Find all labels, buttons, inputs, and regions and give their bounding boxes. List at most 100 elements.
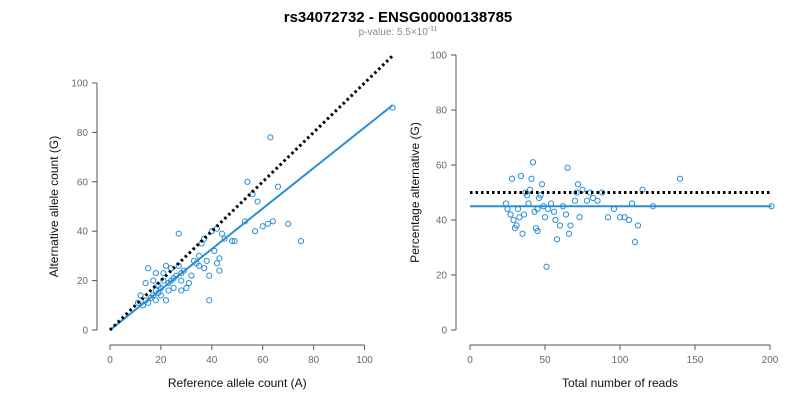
data-point (529, 159, 537, 166)
data-point (604, 214, 612, 221)
p-value-exponent: -11 (428, 26, 438, 33)
y-tick-label: 60 (436, 161, 448, 172)
data-point (556, 222, 564, 229)
data-point (513, 222, 520, 229)
data-point (254, 198, 261, 205)
data-point (508, 175, 516, 182)
data-point (150, 292, 157, 299)
data-point (150, 277, 157, 284)
fit-line (109, 104, 394, 331)
data-point (183, 284, 190, 292)
data-point (201, 235, 208, 242)
data-point (152, 270, 159, 277)
data-point (550, 208, 558, 215)
data-point (188, 272, 195, 279)
y-tick-label: 0 (441, 326, 447, 337)
y-tick-label: 80 (77, 128, 89, 139)
data-point (573, 189, 580, 196)
x-tick-label: 50 (539, 355, 551, 366)
data-point (517, 172, 525, 180)
data-point (519, 230, 526, 237)
data-point (203, 257, 210, 264)
data-point (526, 186, 534, 193)
data-point (165, 287, 172, 294)
x-tick-label: 100 (612, 355, 629, 366)
data-point (145, 265, 152, 272)
data-point (553, 236, 561, 243)
x-tick-label: 0 (107, 355, 113, 366)
reference-line (108, 54, 394, 332)
y-tick-label: 40 (77, 227, 89, 238)
data-point (152, 297, 159, 304)
y-tick-label: 60 (77, 177, 89, 188)
x-axis-title: Reference allele count (A) (168, 376, 307, 390)
data-point (162, 262, 170, 269)
data-point (676, 175, 684, 182)
data-point (175, 230, 182, 237)
x-tick-label: 100 (356, 355, 373, 366)
x-tick-label: 60 (257, 355, 269, 366)
data-point (160, 270, 167, 277)
data-point (625, 216, 633, 224)
data-point (274, 183, 282, 190)
data-point (583, 197, 591, 204)
data-point (507, 211, 514, 218)
data-point (552, 216, 559, 224)
data-point (137, 292, 144, 299)
data-point (269, 218, 277, 225)
data-point (520, 211, 528, 218)
data-point (142, 279, 149, 287)
y-axis-title: Percentage alternative (G) (408, 122, 422, 263)
data-point (541, 214, 549, 221)
data-point (631, 238, 639, 246)
x-tick-label: 200 (762, 355, 779, 366)
data-point (157, 292, 165, 299)
data-point (576, 214, 583, 221)
data-point (538, 181, 546, 188)
data-point (264, 220, 271, 227)
data-point (589, 194, 597, 202)
y-axis-title: Alternative allele count (G) (47, 136, 61, 277)
x-tick-label: 150 (687, 355, 704, 366)
data-point (134, 299, 142, 306)
data-point (178, 277, 185, 284)
y-tick-label: 0 (82, 326, 88, 337)
y-tick-label: 40 (436, 216, 448, 227)
data-point (562, 211, 570, 218)
data-point (218, 230, 226, 237)
data-point (534, 227, 541, 235)
chart-title: rs34072732 - ENSG00000138785 (284, 9, 513, 26)
data-point (267, 134, 274, 141)
data-point (571, 197, 579, 204)
data-point (160, 277, 167, 284)
data-point (213, 260, 221, 267)
y-tick-label: 80 (436, 106, 448, 117)
y-tick-label: 100 (430, 51, 447, 62)
data-point (201, 265, 208, 272)
data-point (574, 181, 582, 188)
data-point (543, 263, 550, 270)
data-point (594, 197, 601, 204)
data-point (567, 222, 574, 229)
data-point (206, 272, 213, 279)
data-point (216, 255, 223, 262)
data-point (216, 267, 223, 274)
data-point (565, 230, 573, 237)
data-point (285, 220, 292, 227)
y-tick-label: 100 (71, 79, 88, 90)
x-axis-title: Total number of reads (562, 376, 678, 390)
left-panel-allele-counts: 0 20 40 60 80 100 Reference allele count (A) 0 2… (47, 54, 396, 390)
data-point (510, 216, 517, 224)
data-point (185, 279, 193, 287)
data-point (221, 235, 228, 242)
x-tick-label: 80 (308, 355, 320, 366)
x-tick-label: 40 (206, 355, 218, 366)
x-tick-label: 0 (467, 355, 473, 366)
data-point (211, 247, 218, 255)
data-point (598, 189, 606, 196)
x-tick-label: 20 (155, 355, 167, 366)
p-value-text: p-value: 5.5×10 (359, 27, 429, 38)
y-tick-label: 20 (436, 271, 448, 282)
